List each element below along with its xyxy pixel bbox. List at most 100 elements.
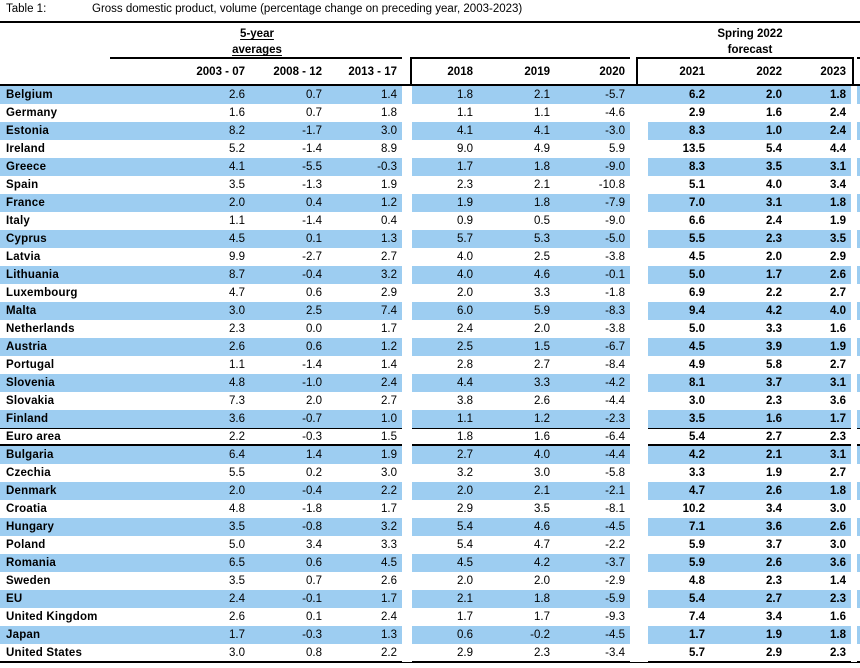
value-cell: 0.1	[306, 611, 322, 623]
value-cell: 4.0	[412, 266, 478, 284]
table-row: Netherlands 2.3 0.0 1.7 2.4 2.0 -3.8 5.0…	[0, 320, 860, 338]
value-cell: 2.9	[381, 287, 397, 299]
column-gap	[630, 356, 648, 374]
column-gap	[851, 356, 857, 374]
value-cell: -2.2	[605, 539, 625, 551]
table-row: Poland 5.0 3.4 3.3 5.4 4.7 -2.2 5.9 3.7 …	[0, 536, 860, 554]
column-gap	[402, 554, 412, 572]
value-cell: 7.1	[648, 518, 710, 536]
value-cell: 1.7	[381, 323, 397, 335]
value-cell: 4.5	[648, 338, 710, 356]
table-row: Lithuania 8.7 -0.4 3.2 4.0 4.6 -0.1 5.0 …	[0, 266, 860, 284]
column-gap	[630, 536, 648, 554]
value-cell: -1.4	[302, 359, 322, 371]
column-gap	[630, 428, 648, 446]
table-row: Greece 4.1 -5.5 -0.3 1.7 1.8 -9.0 8.3 3.…	[0, 158, 860, 176]
next-column-sliver	[857, 338, 860, 356]
country-cell: Denmark	[0, 482, 170, 500]
table-body: Belgium 2.6 0.7 1.4 1.8 2.1 -5.7 6.2 2.0…	[0, 86, 860, 662]
column-gap	[630, 86, 648, 104]
value-cell: 4.4	[830, 143, 846, 155]
value-cell: 2.4	[170, 590, 250, 608]
value-cell: 2.1	[478, 86, 555, 104]
table-row: EU 2.4 -0.1 1.7 2.1 1.8 -5.9 5.4 2.7 2.3	[0, 590, 860, 608]
next-column-sliver	[857, 446, 860, 464]
country-cell: Lithuania	[0, 266, 170, 284]
value-cell: 6.6	[689, 215, 705, 227]
column-gap	[402, 374, 412, 392]
value-cell: 2.7	[381, 251, 397, 263]
value-cell: 3.1	[787, 446, 851, 464]
value-cell: -3.7	[555, 554, 630, 572]
column-header: 2021	[679, 66, 705, 78]
value-cell: 2.6	[229, 611, 245, 623]
value-cell: 0.2	[306, 467, 322, 479]
value-cell: 2.6	[381, 575, 397, 587]
value-cell: 4.5	[327, 554, 402, 572]
country-cell: Malta	[0, 302, 170, 320]
column-gap	[851, 518, 857, 536]
value-cell: 2.6	[170, 86, 250, 104]
value-cell: 1.6	[710, 410, 787, 428]
value-cell: 2.7	[830, 359, 846, 371]
value-cell: 2.7	[766, 431, 782, 443]
column-gap	[851, 248, 857, 266]
column-gap	[851, 122, 857, 140]
value-cell: 5.7	[412, 230, 478, 248]
euro-area-bottom-rule	[0, 444, 860, 446]
column-gap	[851, 266, 857, 284]
value-cell: -7.9	[555, 194, 630, 212]
value-cell: 0.6	[412, 626, 478, 644]
value-cell: 5.5	[229, 467, 245, 479]
value-cell: 1.8	[478, 590, 555, 608]
next-column-sliver	[857, 482, 860, 500]
column-gap	[402, 392, 412, 410]
country-cell: Slovakia	[6, 395, 55, 407]
column-gap	[402, 194, 412, 212]
value-cell: 3.5	[170, 518, 250, 536]
value-cell: 6.4	[170, 446, 250, 464]
country-cell: Luxembourg	[6, 287, 78, 299]
column-gap	[402, 320, 412, 338]
column-gap	[630, 590, 648, 608]
value-cell: 4.1	[412, 122, 478, 140]
column-gap	[402, 590, 412, 608]
value-cell: 2.7	[412, 446, 478, 464]
value-cell: 3.0	[229, 647, 245, 659]
country-cell: Spain	[6, 179, 39, 191]
table-row: Malta 3.0 2.5 7.4 6.0 5.9 -8.3 9.4 4.2 4…	[0, 302, 860, 320]
value-cell: 3.7	[710, 374, 787, 392]
table-row: Cyprus 4.5 0.1 1.3 5.7 5.3 -5.0 5.5 2.3 …	[0, 230, 860, 248]
country-cell: Bulgaria	[0, 446, 170, 464]
table-row: Italy 1.1 -1.4 0.4 0.9 0.5 -9.0 6.6 2.4 …	[0, 212, 860, 230]
value-cell: 2.5	[250, 302, 327, 320]
value-cell: 2.3	[710, 230, 787, 248]
value-cell: 2.0	[170, 194, 250, 212]
column-gap	[402, 140, 412, 158]
value-cell: -3.8	[605, 251, 625, 263]
column-gap	[402, 86, 412, 104]
group3-rule	[638, 57, 852, 59]
value-cell: 1.8	[787, 482, 851, 500]
value-cell: 3.0	[830, 539, 846, 551]
value-cell: 2.3	[534, 647, 550, 659]
value-cell: 5.7	[689, 647, 705, 659]
value-cell: -0.8	[250, 518, 327, 536]
column-gap	[851, 158, 857, 176]
country-cell: Czechia	[6, 467, 51, 479]
value-cell: 1.4	[830, 575, 846, 587]
country-cell: Hungary	[0, 518, 170, 536]
value-cell: 2.4	[830, 107, 846, 119]
country-cell: Croatia	[6, 503, 48, 515]
value-cell: 3.4	[306, 539, 322, 551]
table-row: Czechia 5.5 0.2 3.0 3.2 3.0 -5.8 3.3 1.9…	[0, 464, 860, 482]
column-gap	[630, 500, 648, 518]
value-cell: 1.9	[710, 626, 787, 644]
value-cell: 1.6	[534, 431, 550, 443]
table-row: Germany 1.6 0.7 1.8 1.1 1.1 -4.6 2.9 1.6…	[0, 104, 860, 122]
group-header-line: forecast	[727, 44, 773, 56]
country-cell: Ireland	[6, 143, 46, 155]
column-header: 2008 - 12	[273, 66, 322, 78]
value-cell: 13.5	[682, 143, 705, 155]
